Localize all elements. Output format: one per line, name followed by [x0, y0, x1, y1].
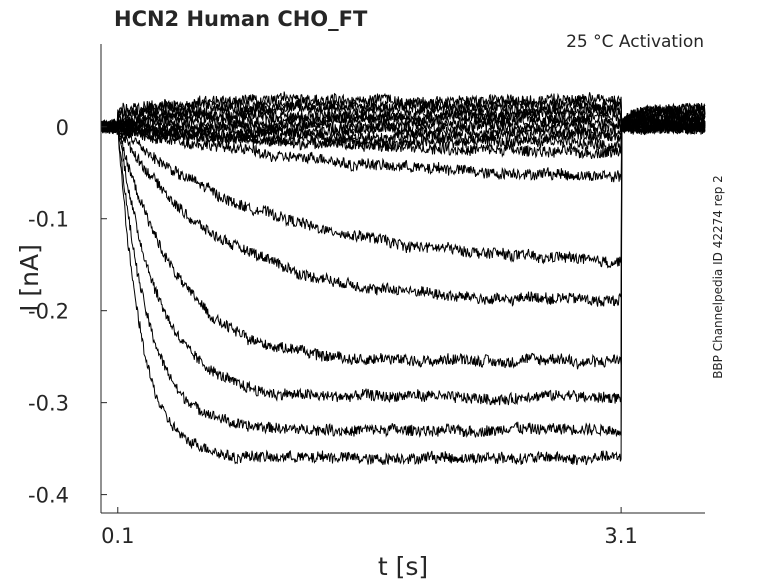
current-trace [100, 117, 706, 406]
y-tick-label: 0 [56, 116, 69, 140]
y-tick-label: -0.4 [28, 484, 69, 508]
chart-title: HCN2 Human CHO_FT [114, 7, 368, 31]
x-ticks-group: 0.1 3.1 [101, 507, 638, 548]
current-trace [100, 119, 706, 466]
current-trace [100, 104, 706, 135]
current-trace [100, 119, 706, 183]
current-trace [100, 117, 706, 269]
current-trace [100, 116, 706, 152]
current-trace [100, 108, 706, 133]
current-trace [100, 118, 706, 160]
current-trace [100, 119, 706, 439]
y-ticks-group: 0 -0.1 -0.2 -0.3 -0.4 [28, 116, 107, 508]
current-trace [100, 118, 706, 370]
y-tick-label: -0.1 [28, 208, 69, 232]
y-tick-label: -0.3 [28, 392, 69, 416]
x-axis-label: t [s] [378, 552, 428, 581]
y-tick-label: -0.2 [28, 300, 69, 324]
chart-subtitle: 25 °C Activation [566, 32, 704, 52]
x-tick-label: 3.1 [604, 524, 637, 548]
x-tick-label: 0.1 [101, 524, 134, 548]
side-label: BBP Channelpedia ID 42274 rep 2 [711, 175, 725, 379]
current-trace [100, 120, 706, 307]
traces-group [100, 91, 706, 466]
y-axis-label: I [nA] [15, 244, 44, 312]
